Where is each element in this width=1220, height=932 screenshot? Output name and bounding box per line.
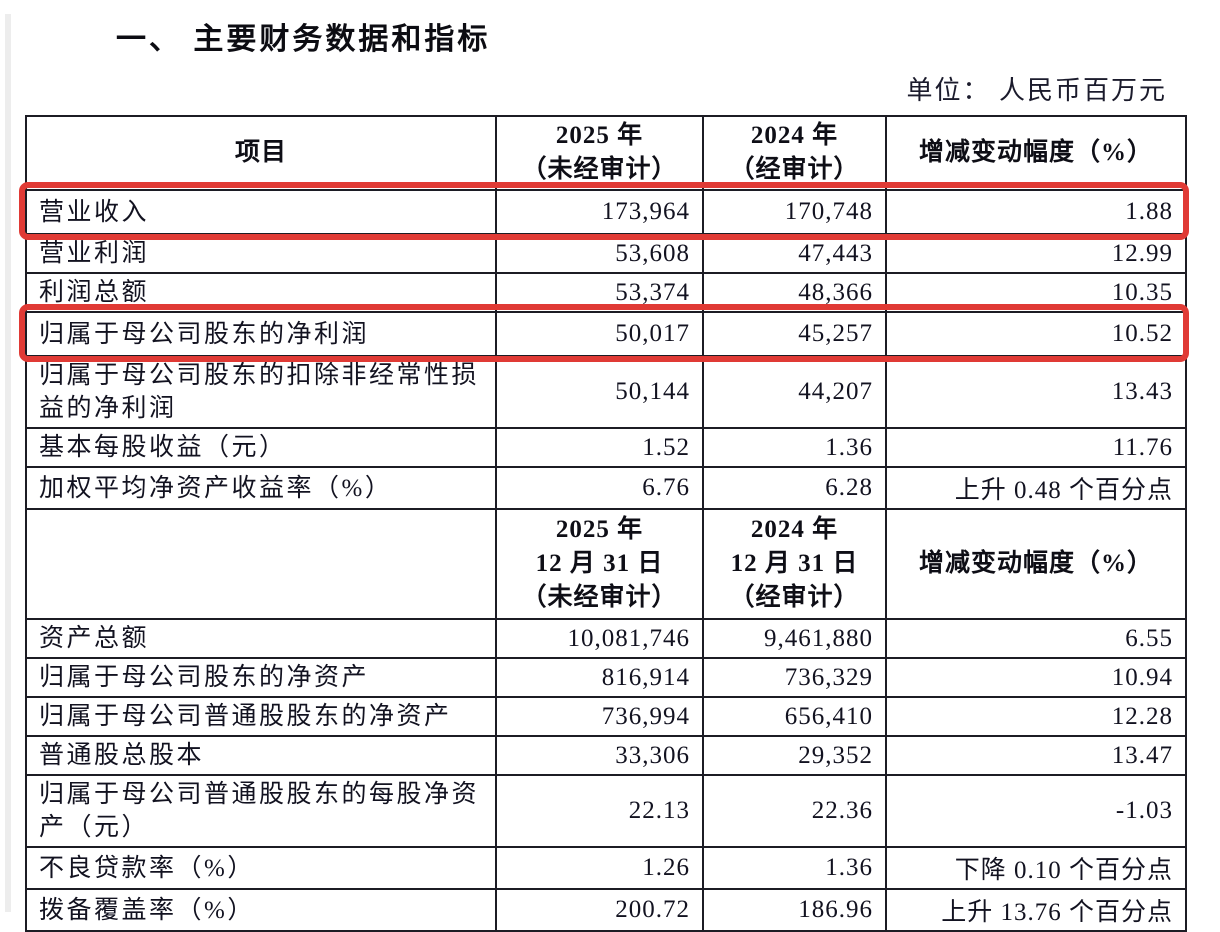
table-row: 归属于母公司股东的净资产 816,914 736,329 10.94 — [25, 657, 1187, 698]
value-2024: 736,329 — [702, 657, 887, 698]
value-2024: 9,461,880 — [702, 618, 887, 659]
value-2025: 200.72 — [495, 888, 704, 932]
change-value: 13.47 — [885, 735, 1187, 776]
value-2024: 186.96 — [702, 888, 887, 932]
value-2024: 656,410 — [702, 696, 887, 737]
value-2025: 33,306 — [495, 735, 704, 776]
row-label: 加权平均净资产收益率（%） — [25, 466, 497, 510]
value-2025: 1.26 — [495, 846, 704, 890]
row-label: 不良贷款率（%） — [25, 846, 497, 890]
value-2025: 53,608 — [495, 233, 704, 274]
row-label: 归属于母公司股东的净资产 — [25, 657, 497, 698]
value-2024: 170,748 — [702, 189, 887, 235]
table-row: 归属于母公司普通股股东的净资产 736,994 656,410 12.28 — [25, 696, 1187, 737]
value-2024: 29,352 — [702, 735, 887, 776]
value-2025: 50,017 — [495, 311, 704, 357]
table-row: 利润总额 53,374 48,366 10.35 — [25, 272, 1187, 313]
row-label: 归属于母公司股东的净利润 — [25, 311, 497, 357]
unit-note: 单位： 人民币百万元 — [906, 76, 1167, 105]
change-value: -1.03 — [885, 774, 1187, 848]
value-2024: 1.36 — [702, 427, 887, 468]
table-row: 归属于母公司股东的扣除非经常性损益的净利润 50,144 44,207 13.43 — [25, 355, 1187, 429]
table-row: 归属于母公司股东的净利润 50,017 45,257 10.52 — [25, 311, 1187, 357]
change-value: 11.76 — [885, 427, 1187, 468]
row-label: 营业利润 — [25, 233, 497, 274]
column-header-item: 项目 — [25, 115, 497, 191]
table-row: 资产总额 10,081,746 9,461,880 6.55 — [25, 618, 1187, 659]
table-row: 不良贷款率（%） 1.26 1.36 下降 0.10 个百分点 — [25, 846, 1187, 890]
row-label: 利润总额 — [25, 272, 497, 313]
value-2025: 736,994 — [495, 696, 704, 737]
column-header-2025: 2025 年 （未经审计） — [495, 115, 704, 191]
value-2025: 53,374 — [495, 272, 704, 313]
row-label: 基本每股收益（元） — [25, 427, 497, 468]
column-header-2024-date: 2024 年 12 月 31 日 （经审计） — [702, 508, 887, 620]
page-edge-shadow — [5, 14, 11, 912]
column-header-change-2: 增减变动幅度（%） — [885, 508, 1187, 620]
change-value: 上升 0.48 个百分点 — [885, 466, 1187, 510]
change-value: 6.55 — [885, 618, 1187, 659]
column-header-2025-date: 2025 年 12 月 31 日 （未经审计） — [495, 508, 704, 620]
value-2024: 1.36 — [702, 846, 887, 890]
value-2025: 173,964 — [495, 189, 704, 235]
value-2025: 1.52 — [495, 427, 704, 468]
row-label: 普通股总股本 — [25, 735, 497, 776]
header-row-2: 2025 年 12 月 31 日 （未经审计） 2024 年 12 月 31 日… — [25, 508, 1187, 620]
column-header-2024: 2024 年 （经审计） — [702, 115, 887, 191]
financial-table: 项目 2025 年 （未经审计） 2024 年 （经审计） 增减变动幅度（%） … — [25, 115, 1187, 932]
table-wrapper: 项目 2025 年 （未经审计） 2024 年 （经审计） 增减变动幅度（%） … — [19, 115, 1189, 932]
table-row: 普通股总股本 33,306 29,352 13.47 — [25, 735, 1187, 776]
table-row: 营业利润 53,608 47,443 12.99 — [25, 233, 1187, 274]
value-2024: 6.28 — [702, 466, 887, 510]
value-2025: 6.76 — [495, 466, 704, 510]
table-row: 基本每股收益（元） 1.52 1.36 11.76 — [25, 427, 1187, 468]
header-row-1: 项目 2025 年 （未经审计） 2024 年 （经审计） 增减变动幅度（%） — [25, 115, 1187, 191]
row-label: 归属于母公司普通股股东的每股净资产（元） — [25, 774, 497, 848]
table-row: 归属于母公司普通股股东的每股净资产（元） 22.13 22.36 -1.03 — [25, 774, 1187, 848]
change-value: 12.28 — [885, 696, 1187, 737]
change-value: 13.43 — [885, 355, 1187, 429]
change-value: 下降 0.10 个百分点 — [885, 846, 1187, 890]
value-2024: 48,366 — [702, 272, 887, 313]
table-row: 营业收入 173,964 170,748 1.88 — [25, 189, 1187, 235]
change-value: 1.88 — [885, 189, 1187, 235]
value-2025: 816,914 — [495, 657, 704, 698]
page-title: 一、 主要财务数据和指标 — [116, 23, 491, 56]
value-2025: 22.13 — [495, 774, 704, 848]
change-value: 上升 13.76 个百分点 — [885, 888, 1187, 932]
value-2025: 50,144 — [495, 355, 704, 429]
value-2024: 47,443 — [702, 233, 887, 274]
row-label: 营业收入 — [25, 189, 497, 235]
row-label: 资产总额 — [25, 618, 497, 659]
change-value: 10.35 — [885, 272, 1187, 313]
table-body: 项目 2025 年 （未经审计） 2024 年 （经审计） 增减变动幅度（%） … — [25, 115, 1187, 932]
row-label: 归属于母公司普通股股东的净资产 — [25, 696, 497, 737]
change-value: 10.94 — [885, 657, 1187, 698]
row-label: 拨备覆盖率（%） — [25, 888, 497, 932]
table-row: 加权平均净资产收益率（%） 6.76 6.28 上升 0.48 个百分点 — [25, 466, 1187, 510]
value-2024: 22.36 — [702, 774, 887, 848]
table-row: 拨备覆盖率（%） 200.72 186.96 上升 13.76 个百分点 — [25, 888, 1187, 932]
value-2024: 44,207 — [702, 355, 887, 429]
value-2024: 45,257 — [702, 311, 887, 357]
change-value: 12.99 — [885, 233, 1187, 274]
column-header-change: 增减变动幅度（%） — [885, 115, 1187, 191]
value-2025: 10,081,746 — [495, 618, 704, 659]
column-header-item-2 — [25, 508, 497, 620]
change-value: 10.52 — [885, 311, 1187, 357]
row-label: 归属于母公司股东的扣除非经常性损益的净利润 — [25, 355, 497, 429]
